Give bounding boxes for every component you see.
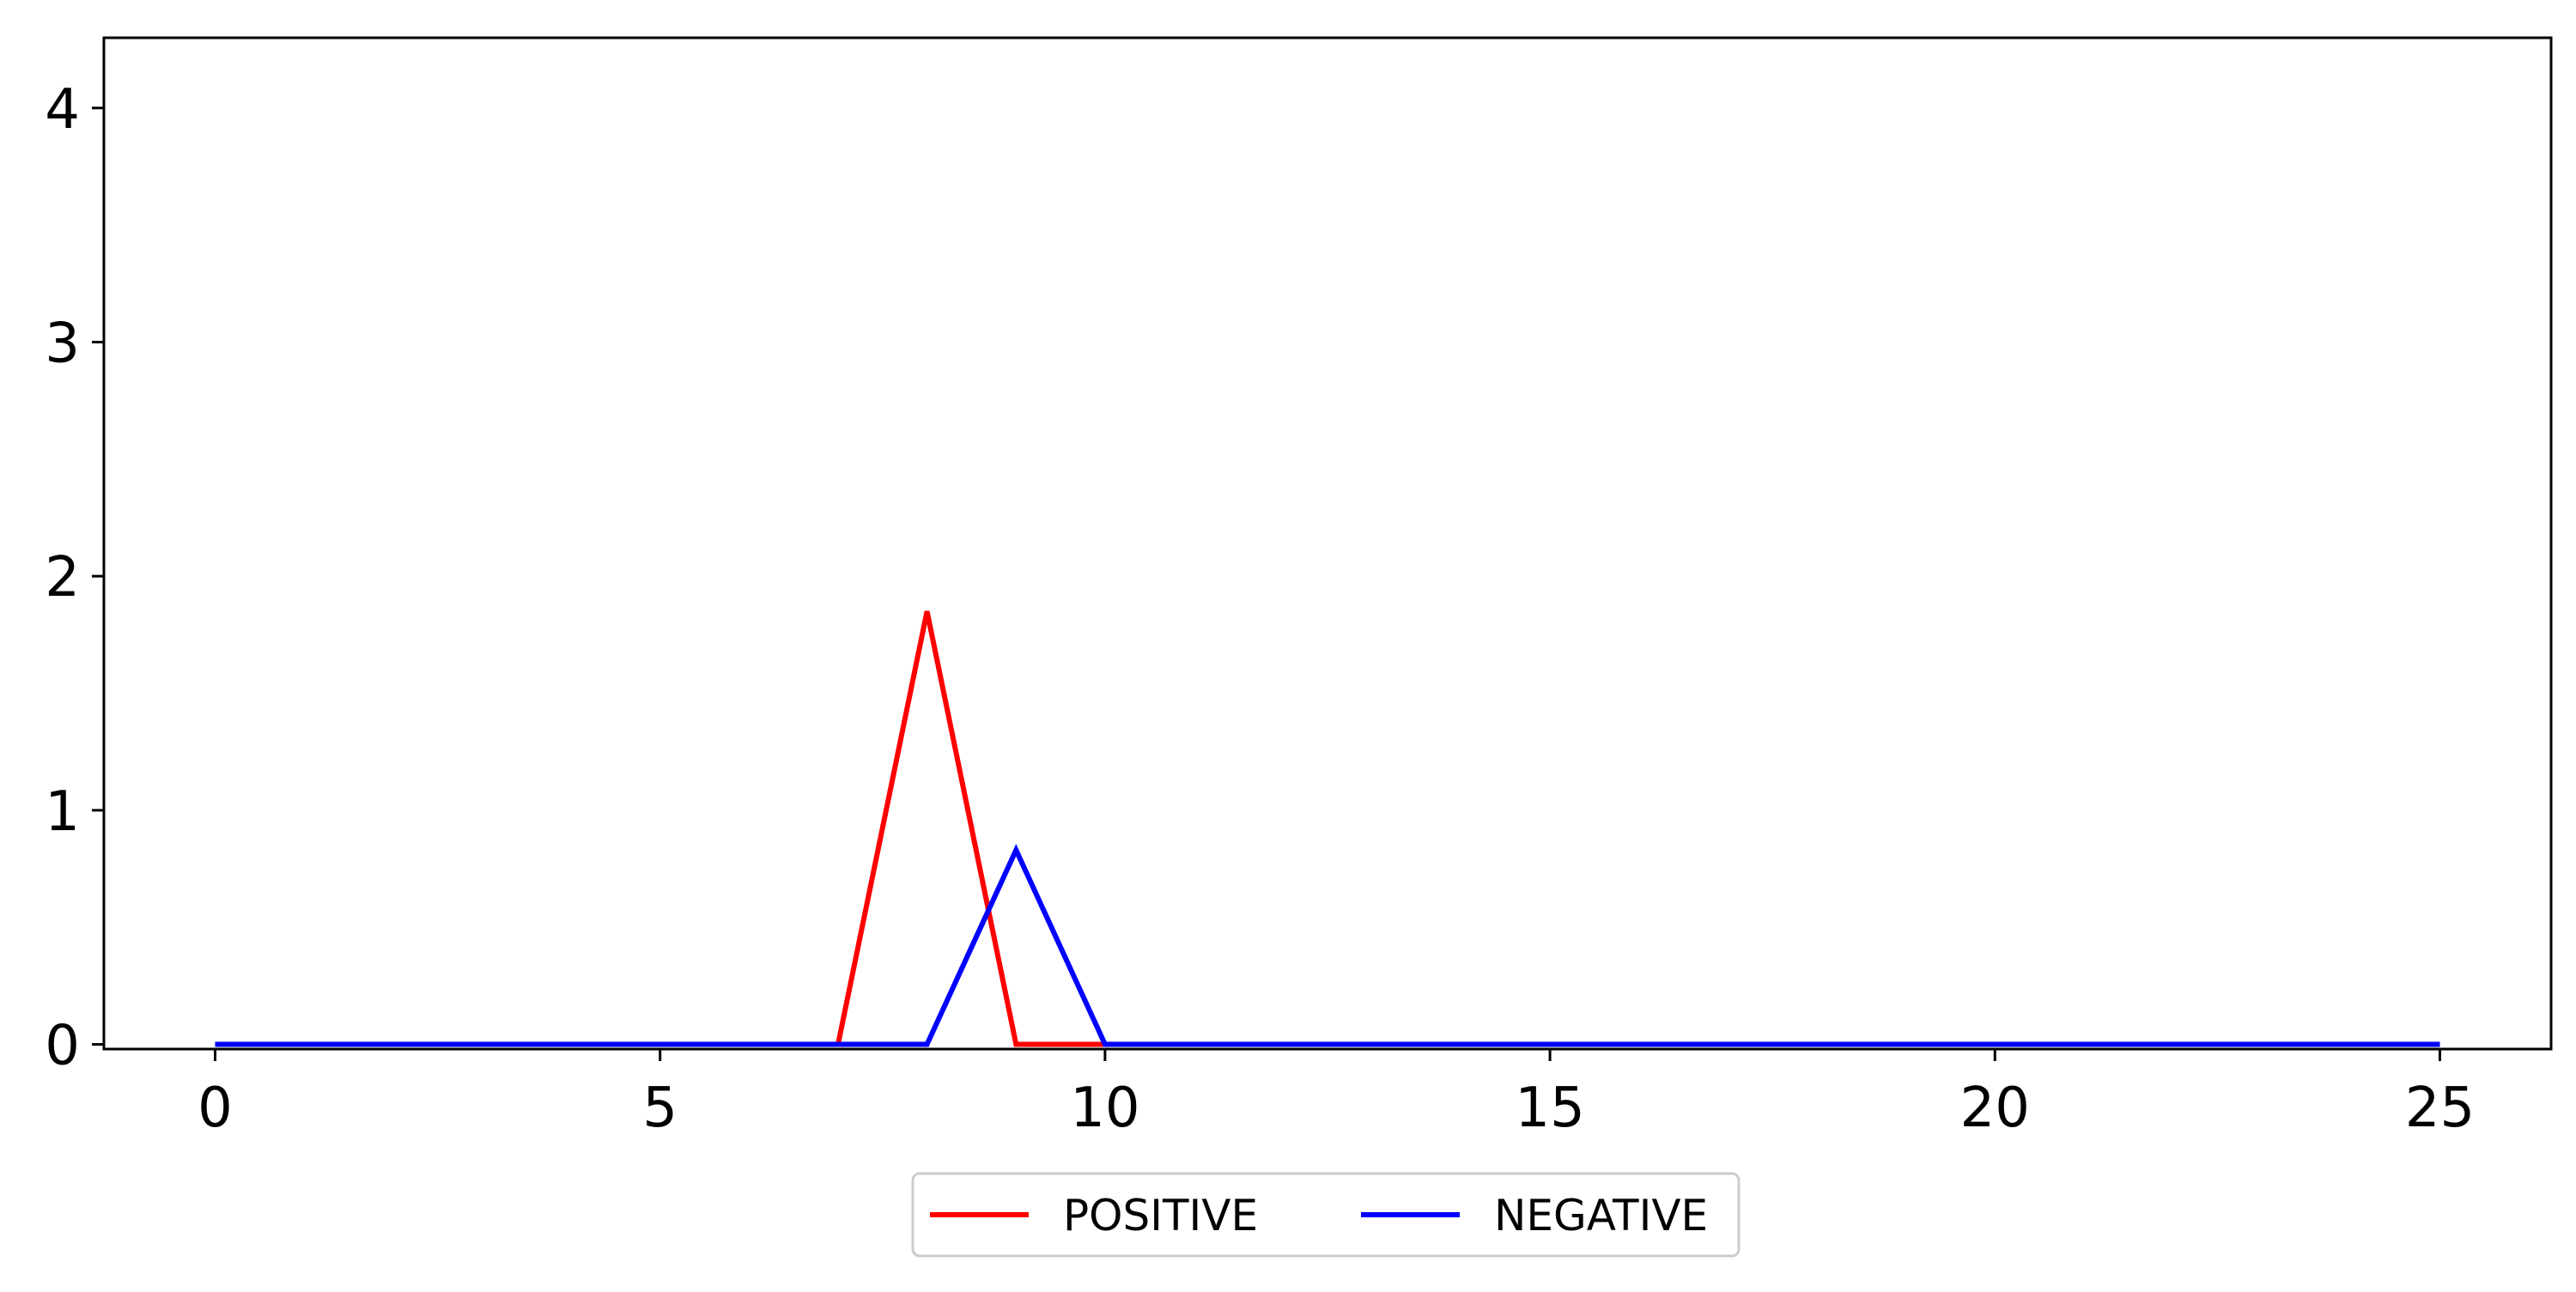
x-tick-label: 10	[1070, 1077, 1139, 1140]
x-tick-label: 15	[1515, 1077, 1584, 1140]
legend: POSITIVE NEGATIVE	[911, 1172, 1741, 1258]
legend-label-positive: POSITIVE	[1063, 1191, 1258, 1240]
legend-label-negative: NEGATIVE	[1494, 1191, 1708, 1240]
legend-box	[911, 1172, 1741, 1258]
x-tick-label: 20	[1960, 1077, 2030, 1140]
plot-area-frame	[102, 36, 2553, 1051]
x-tick-label: 25	[2405, 1077, 2475, 1140]
x-axis: 0 5 10 15 20 25	[197, 1049, 2475, 1140]
y-tick-label: 0	[45, 1015, 80, 1078]
series-line-negative	[215, 843, 2440, 1047]
y-tick-label: 1	[45, 780, 80, 844]
y-axis: 0 1 2 3 4	[45, 78, 104, 1078]
x-tick-label: 0	[197, 1077, 233, 1140]
y-tick-label: 4	[45, 78, 80, 142]
series-layer	[215, 610, 2440, 1047]
y-tick-label: 3	[45, 312, 80, 375]
y-tick-label: 2	[45, 546, 80, 610]
x-tick-label: 5	[642, 1077, 677, 1140]
